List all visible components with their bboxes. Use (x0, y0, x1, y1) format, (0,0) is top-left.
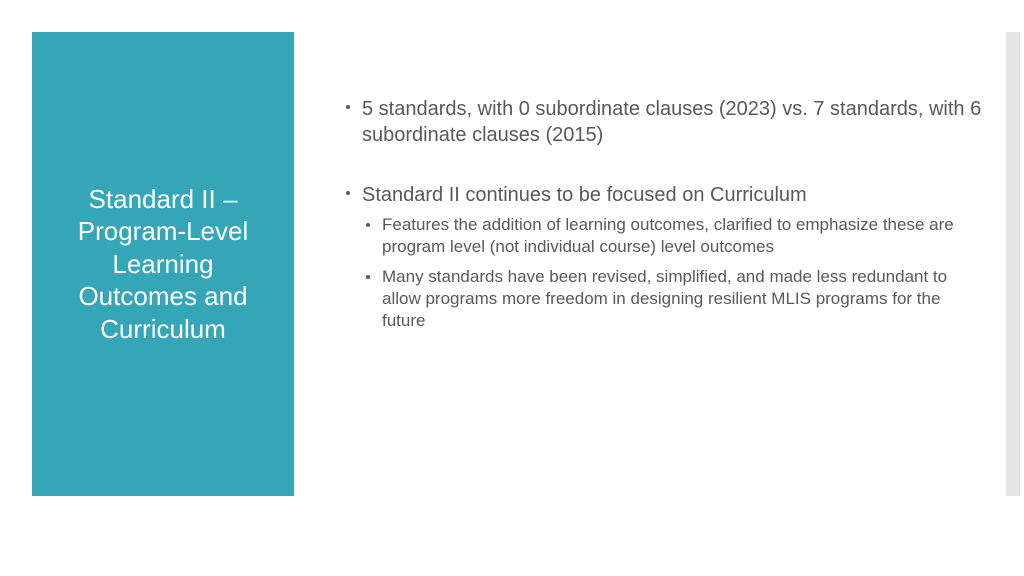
sub-list-item-text: Features the addition of learning outcom… (382, 214, 984, 258)
list-item-text: 5 standards, with 0 subordinate clauses … (362, 96, 984, 148)
list-item: Standard II continues to be focused on C… (342, 182, 984, 332)
sub-list-item: Features the addition of learning outcom… (362, 214, 984, 258)
slide-title: Standard II – Program-Level Learning Out… (50, 183, 276, 346)
title-sidebar: Standard II – Program-Level Learning Out… (32, 32, 294, 496)
sub-list-item: Many standards have been revised, simpli… (362, 266, 984, 332)
sub-bullet-list: Features the addition of learning outcom… (362, 214, 984, 332)
content-area: 5 standards, with 0 subordinate clauses … (342, 96, 984, 366)
bullet-list: 5 standards, with 0 subordinate clauses … (342, 96, 984, 332)
sub-list-item-text: Many standards have been revised, simpli… (382, 266, 984, 332)
list-item-text: Standard II continues to be focused on C… (362, 182, 807, 208)
slide: Standard II – Program-Level Learning Out… (0, 0, 1024, 576)
list-item: 5 standards, with 0 subordinate clauses … (342, 96, 984, 148)
scrollbar-track[interactable] (1006, 32, 1020, 496)
